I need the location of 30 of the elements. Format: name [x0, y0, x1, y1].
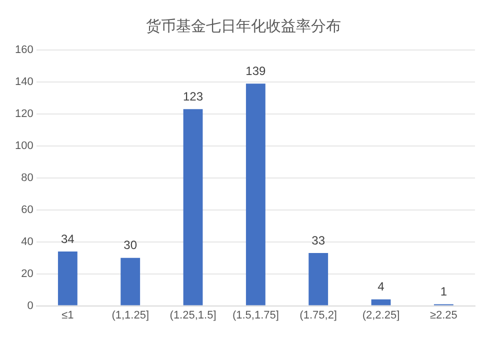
x-tick-label: ≤1 [62, 309, 74, 322]
data-label: 4 [378, 280, 385, 294]
data-label: 30 [124, 238, 138, 252]
data-label: 34 [61, 232, 75, 246]
chart-title: 货币基金七日年化收益率分布 [146, 16, 341, 35]
x-tick-label: (1.5,1.75] [232, 309, 279, 322]
data-label: 123 [182, 89, 204, 104]
bar [58, 251, 78, 306]
data-label: 33 [312, 233, 326, 248]
x-tick-label: (1.25,1.5] [170, 309, 216, 322]
y-tick-label: 100 [14, 140, 34, 152]
y-tick-label: 140 [14, 76, 34, 88]
x-tick-label: (2,2.25] [362, 309, 400, 322]
bar [308, 253, 328, 306]
y-tick-label: 120 [14, 108, 34, 120]
bar [120, 258, 140, 306]
data-label: 1 [440, 284, 448, 299]
y-tick-label: 160 [14, 44, 34, 56]
x-tick-label: ≥2.25 [430, 309, 458, 322]
x-tick-label: (1,1.25] [112, 309, 150, 322]
bar [246, 84, 266, 306]
y-tick-label: 0 [27, 300, 34, 312]
y-tick-label: 60 [21, 204, 34, 216]
y-tick-label: 20 [21, 268, 34, 280]
x-tick-label: (1.75,2] [300, 309, 337, 322]
data-label: 139 [246, 64, 266, 78]
y-tick-label: 80 [21, 172, 34, 184]
bar [183, 109, 203, 306]
bar [371, 299, 391, 306]
y-tick-label: 40 [21, 236, 34, 248]
